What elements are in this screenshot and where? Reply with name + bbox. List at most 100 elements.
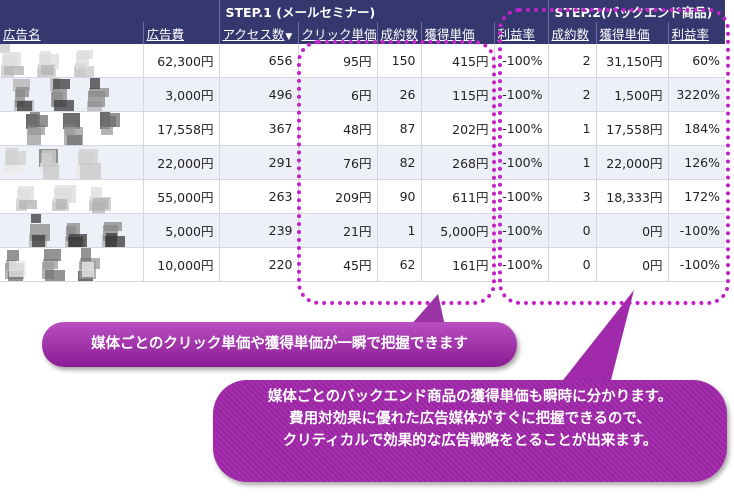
group-header-empty xyxy=(0,0,219,22)
profit-rate-step2-cell: 172% xyxy=(667,179,726,214)
ad-name-cell xyxy=(0,145,143,180)
callout-bubble-backend: 媒体ごとのバックエンド商品の獲得単価も瞬時に分かります。 費用対効果に優れた広告… xyxy=(213,380,727,482)
cpa-step2-cell: 0円 xyxy=(595,213,669,248)
highlight-step1-cpc-cpa xyxy=(297,40,496,305)
cpc-cell: 76円 xyxy=(297,145,377,180)
blurred-ad-name xyxy=(0,112,130,145)
ad-cost-cell: 3,000円 xyxy=(142,77,219,112)
table-row[interactable]: 62,300円 656 95円 150 415円 -100% 2 31,150円 60% xyxy=(0,44,726,78)
sort-desc-icon: ▼ xyxy=(285,31,293,42)
cpa-step2-cell: 17,558円 xyxy=(595,111,669,146)
cpa-step2-cell: 1,500円 xyxy=(595,77,669,112)
profit-rate-cell: -100% xyxy=(493,77,549,112)
column-header-ad-cost[interactable]: 広告費 xyxy=(142,22,219,44)
conversions-step2-cell: 1 xyxy=(547,145,597,180)
ad-performance-table: STEP.1 (メールセミナー) STEP.2(バックエンド商品) 広告名 広告… xyxy=(0,0,726,282)
conversions-step2-cell: 2 xyxy=(547,44,597,78)
blurred-ad-name xyxy=(0,44,130,77)
ad-performance-table-container: STEP.1 (メールセミナー) STEP.2(バックエンド商品) 広告名 広告… xyxy=(0,0,726,282)
conversions-step2-cell: 2 xyxy=(547,77,597,112)
highlight-step2 xyxy=(498,8,730,305)
blurred-ad-name xyxy=(0,146,130,179)
access-cell: 291 xyxy=(218,145,298,180)
table-row[interactable]: 3,000円 496 6円 26 115円 -100% 2 1,500円 3220% xyxy=(0,77,726,112)
profit-rate-cell: -100% xyxy=(493,145,549,180)
profit-rate-step2-cell: 126% xyxy=(667,145,726,180)
access-cell: 263 xyxy=(218,179,298,214)
access-cell: 656 xyxy=(218,44,298,78)
profit-rate-cell: -100% xyxy=(493,179,549,214)
profit-rate-step2-cell: 3220% xyxy=(667,77,726,112)
callout-text-cpc: 媒体ごとのクリック単価や獲得単価が一瞬で把握できます xyxy=(91,336,468,352)
profit-rate-step2-cell: -100% xyxy=(667,247,726,282)
cpa-step2-cell: 31,150円 xyxy=(595,44,669,78)
column-header-cpa-step2[interactable]: 獲得単価 xyxy=(595,22,669,44)
conversions-cell: 150 xyxy=(376,44,421,78)
cpa-step2-cell: 22,000円 xyxy=(595,145,669,180)
column-header-conversions[interactable]: 成約数 xyxy=(376,22,421,44)
ad-name-cell xyxy=(0,111,143,146)
conversions-cell: 87 xyxy=(376,111,421,146)
ad-name-cell xyxy=(0,77,143,112)
conversions-cell: 1 xyxy=(376,213,421,248)
cpc-cell: 6円 xyxy=(297,77,377,112)
ad-name-cell xyxy=(0,44,143,78)
access-cell: 367 xyxy=(218,111,298,146)
conversions-cell: 26 xyxy=(376,77,421,112)
table-body: 62,300円 656 95円 150 415円 -100% 2 31,150円 60% 3,00… xyxy=(0,44,726,282)
column-header-cpc[interactable]: クリック単価 xyxy=(297,22,377,44)
conversions-cell: 62 xyxy=(376,247,421,282)
blurred-ad-name xyxy=(0,214,130,247)
ad-cost-cell: 5,000円 xyxy=(142,213,219,248)
cpc-cell: 21円 xyxy=(297,213,377,248)
column-header-cpa[interactable]: 獲得単価 xyxy=(420,22,494,44)
conversions-step2-cell: 3 xyxy=(547,179,597,214)
callout-bubble-cpc: 媒体ごとのクリック単価や獲得単価が一瞬で把握できます xyxy=(42,322,517,367)
column-header-access[interactable]: アクセス数▼ xyxy=(218,22,298,44)
blurred-ad-name xyxy=(0,248,130,281)
access-cell: 220 xyxy=(218,247,298,282)
conversions-cell: 90 xyxy=(376,179,421,214)
cpa-cell: 611円 xyxy=(420,179,494,214)
table-row[interactable]: 22,000円 291 76円 82 268円 -100% 1 22,000円 126% xyxy=(0,145,726,180)
profit-rate-step2-cell: 184% xyxy=(667,111,726,146)
cpa-cell: 115円 xyxy=(420,77,494,112)
profit-rate-cell: -100% xyxy=(493,213,549,248)
cpc-cell: 209円 xyxy=(297,179,377,214)
cpa-step2-cell: 0円 xyxy=(595,247,669,282)
conversions-step2-cell: 0 xyxy=(547,247,597,282)
cpa-step2-cell: 18,333円 xyxy=(595,179,669,214)
profit-rate-step2-cell: 60% xyxy=(667,44,726,78)
table-row[interactable]: 5,000円 239 21円 1 5,000円 -100% 0 0円 -100% xyxy=(0,213,726,248)
ad-cost-cell: 22,000円 xyxy=(142,145,219,180)
ad-name-cell xyxy=(0,247,143,282)
cpa-cell: 5,000円 xyxy=(420,213,494,248)
profit-rate-step2-cell: -100% xyxy=(667,213,726,248)
column-header-ad-name[interactable]: 広告名 xyxy=(0,22,143,44)
callout-line-3: クリティカルで効果的な広告戦略をとることが出来ます。 xyxy=(282,433,658,449)
cpa-cell: 161円 xyxy=(420,247,494,282)
group-header-step1: STEP.1 (メールセミナー) xyxy=(218,0,549,22)
blurred-ad-name xyxy=(0,78,130,111)
profit-rate-cell: -100% xyxy=(493,247,549,282)
cpc-cell: 45円 xyxy=(297,247,377,282)
callout-line-2: 費用対効果に優れた広告媒体がすぐに把握できるので、 xyxy=(289,411,651,427)
table-row[interactable]: 10,000円 220 45円 62 161円 -100% 0 0円 -100% xyxy=(0,247,726,282)
conversions-step2-cell: 0 xyxy=(547,213,597,248)
ad-cost-cell: 17,558円 xyxy=(142,111,219,146)
ad-cost-cell: 10,000円 xyxy=(142,247,219,282)
access-cell: 496 xyxy=(218,77,298,112)
table-row[interactable]: 55,000円 263 209円 90 611円 -100% 3 18,333円 172% xyxy=(0,179,726,214)
profit-rate-cell: -100% xyxy=(493,44,549,78)
cpc-cell: 48円 xyxy=(297,111,377,146)
ad-name-cell xyxy=(0,213,143,248)
callout-line-1: 媒体ごとのバックエンド商品の獲得単価も瞬時に分かります。 xyxy=(267,389,673,405)
conversions-cell: 82 xyxy=(376,145,421,180)
access-cell: 239 xyxy=(218,213,298,248)
table-row[interactable]: 17,558円 367 48円 87 202円 -100% 1 17,558円 184% xyxy=(0,111,726,146)
ad-cost-cell: 62,300円 xyxy=(142,44,219,78)
cpa-cell: 202円 xyxy=(420,111,494,146)
column-header-conversions-step2[interactable]: 成約数 xyxy=(547,22,597,44)
conversions-step2-cell: 1 xyxy=(547,111,597,146)
cpa-cell: 268円 xyxy=(420,145,494,180)
